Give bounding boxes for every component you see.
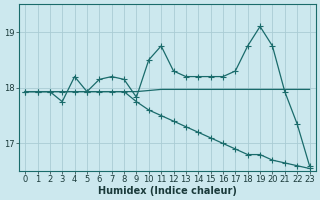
X-axis label: Humidex (Indice chaleur): Humidex (Indice chaleur) — [98, 186, 237, 196]
